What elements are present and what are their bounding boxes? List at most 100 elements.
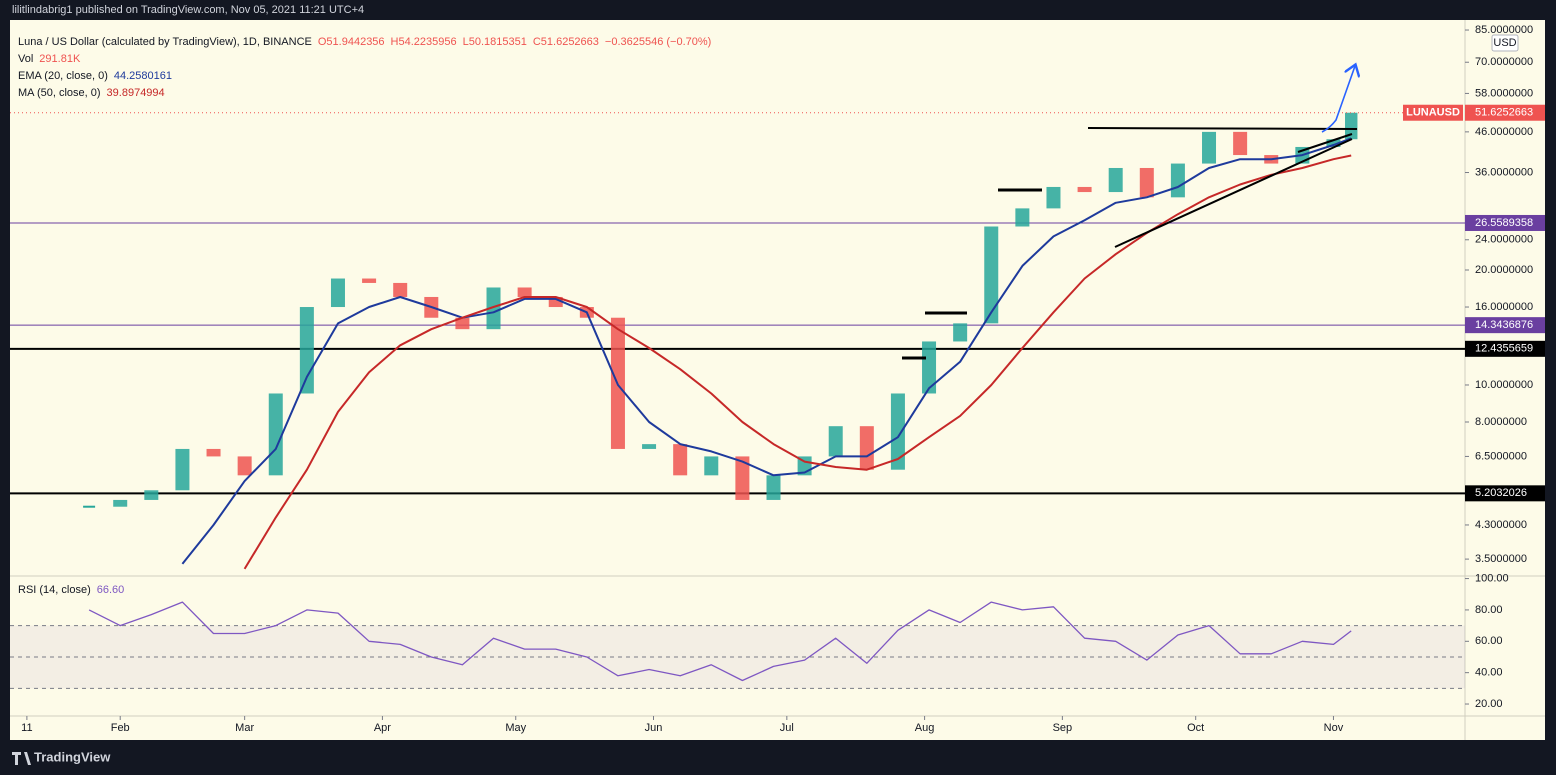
candle bbox=[1046, 186, 1061, 209]
volume-value: 291.81K bbox=[39, 53, 81, 65]
candle bbox=[268, 393, 283, 476]
y-tick-label: 3.5000000 bbox=[1475, 553, 1527, 565]
rsi-value: 66.60 bbox=[97, 584, 125, 596]
brand: TradingView bbox=[34, 749, 111, 764]
legend-title: Luna / US Dollar (calculated by TradingV… bbox=[18, 36, 711, 48]
ohlc: H54.2235956 bbox=[391, 36, 457, 48]
candle bbox=[175, 448, 190, 491]
level-label: 5.2032026 bbox=[1475, 487, 1527, 499]
candle bbox=[859, 426, 874, 470]
legend-ema: EMA (20, close, 0) 44.2580161 bbox=[18, 70, 172, 82]
trend-line bbox=[1297, 133, 1353, 153]
y-tick-label: 80.00 bbox=[1475, 604, 1503, 616]
y-tick-label: 36.0000000 bbox=[1475, 166, 1533, 178]
symbol-label-bg bbox=[1403, 104, 1463, 121]
candle bbox=[299, 307, 314, 394]
legend-value: 44.2580161 bbox=[114, 70, 172, 82]
candle bbox=[237, 456, 252, 476]
symbol-label: LUNAUSD bbox=[1406, 107, 1460, 119]
candle bbox=[828, 426, 843, 457]
level-label-bg bbox=[1465, 214, 1545, 231]
y-tick-label: 58.0000000 bbox=[1475, 87, 1533, 99]
candle bbox=[766, 475, 781, 500]
candle bbox=[1108, 167, 1123, 193]
legend-label: MA (50, close, 0) bbox=[18, 87, 101, 99]
x-tick-label: Sep bbox=[1053, 722, 1073, 734]
annotations bbox=[902, 66, 1358, 360]
candle bbox=[548, 296, 563, 308]
last-price: 51.6252663 bbox=[1475, 107, 1533, 119]
indicator-line bbox=[243, 154, 1352, 570]
publisher: lilitlindabrig1 published on TradingView… bbox=[12, 4, 364, 16]
candle bbox=[206, 448, 221, 457]
y-tick-label: 6.5000000 bbox=[1475, 450, 1527, 462]
y-tick-label: 20.00 bbox=[1475, 698, 1503, 710]
candle bbox=[922, 341, 937, 394]
x-tick-label: Aug bbox=[915, 722, 935, 734]
x-tick-label: Jun bbox=[645, 722, 663, 734]
x-tick-label: Apr bbox=[374, 722, 391, 734]
y-tick-label: 60.00 bbox=[1475, 635, 1503, 647]
candle bbox=[113, 499, 128, 507]
candle bbox=[673, 444, 688, 476]
level-label: 12.4355659 bbox=[1475, 343, 1533, 355]
candle bbox=[642, 444, 657, 449]
candle bbox=[704, 456, 719, 476]
legend-volume: Vol 291.81K bbox=[18, 53, 81, 65]
volume-name: Vol bbox=[18, 53, 33, 65]
currency[interactable]: USD bbox=[1493, 37, 1516, 49]
rsi-title: RSI (14, close) bbox=[18, 584, 91, 596]
symbol-title: Luna / US Dollar (calculated by TradingV… bbox=[18, 36, 312, 48]
ohlc: C51.6252663 bbox=[533, 36, 599, 48]
candle bbox=[1077, 186, 1092, 193]
x-tick-label: Jul bbox=[780, 722, 794, 734]
legend-value: 39.8974994 bbox=[107, 87, 165, 99]
level-label: 26.5589358 bbox=[1475, 217, 1533, 229]
y-tick-label: 16.0000000 bbox=[1475, 301, 1533, 313]
x-tick-label: Mar bbox=[235, 722, 254, 734]
candle bbox=[1139, 167, 1154, 198]
y-tick-label: 4.3000000 bbox=[1475, 519, 1527, 531]
level-label-bg bbox=[1465, 317, 1545, 334]
candle bbox=[486, 287, 501, 330]
ohlc: O51.9442356 bbox=[318, 36, 385, 48]
candle bbox=[362, 278, 377, 283]
candle bbox=[984, 226, 999, 324]
chart-background bbox=[10, 20, 1545, 740]
candle bbox=[144, 490, 159, 500]
y-tick-label: 70.0000000 bbox=[1475, 56, 1533, 68]
y-tick-label: 20.0000000 bbox=[1475, 264, 1533, 276]
y-tick-label: 85.0000000 bbox=[1475, 24, 1533, 36]
candle bbox=[517, 287, 532, 297]
candle bbox=[1202, 131, 1217, 164]
candle bbox=[953, 323, 968, 342]
candle bbox=[455, 317, 470, 330]
candle bbox=[1170, 163, 1185, 198]
x-tick-label: Feb bbox=[111, 722, 130, 734]
trend-line bbox=[1114, 138, 1353, 248]
last-price-bg bbox=[1465, 104, 1545, 121]
y-tick-label: 10.0000000 bbox=[1475, 379, 1533, 391]
y-tick-label: 24.0000000 bbox=[1475, 234, 1533, 246]
candle bbox=[1345, 112, 1358, 140]
rsi-pane bbox=[10, 601, 1465, 689]
legend-ma: MA (50, close, 0) 39.8974994 bbox=[18, 87, 165, 99]
logo bbox=[12, 752, 31, 765]
candle bbox=[1015, 208, 1030, 227]
y-tick-label: 8.0000000 bbox=[1475, 416, 1527, 428]
x-tick-label: May bbox=[505, 722, 526, 734]
axes: 85.0000000 70.0000000 58.0000000 46.0000000… bbox=[21, 24, 1545, 734]
y-tick-label: 100.00 bbox=[1475, 572, 1509, 584]
currency-badge[interactable] bbox=[1491, 34, 1519, 52]
candle bbox=[330, 278, 345, 308]
level-label: 14.3436876 bbox=[1475, 319, 1533, 331]
y-tick-label: 40.00 bbox=[1475, 667, 1503, 679]
rsi-legend: RSI (14, close) 66.60 bbox=[18, 584, 124, 596]
resistance-line bbox=[1087, 127, 1358, 130]
legend-label: EMA (20, close, 0) bbox=[18, 70, 108, 82]
x-tick-label: Nov bbox=[1324, 722, 1344, 734]
candle bbox=[1326, 139, 1341, 147]
level-label-bg bbox=[1465, 340, 1545, 357]
